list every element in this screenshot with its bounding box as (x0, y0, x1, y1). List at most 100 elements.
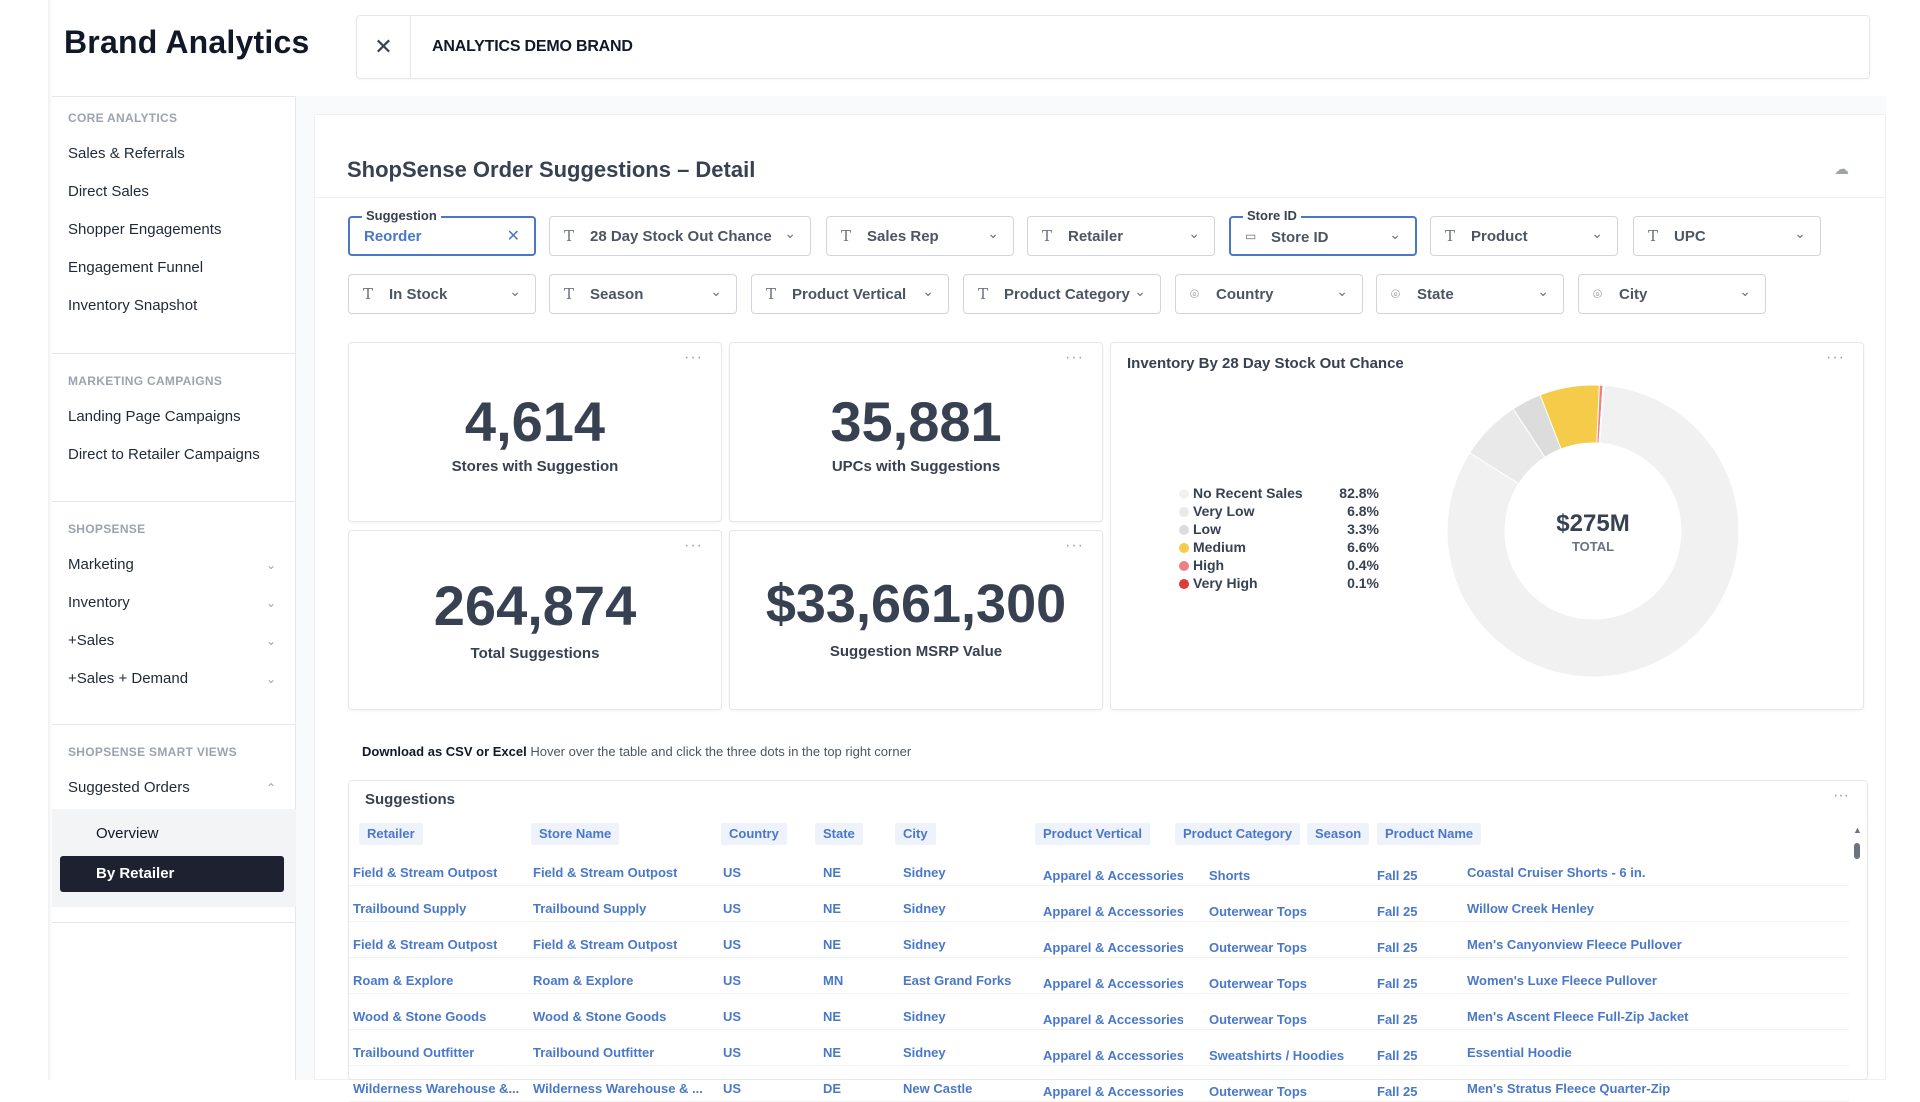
legend-item[interactable]: Low 3.3% (1179, 521, 1379, 539)
more-options-icon[interactable]: ··· (684, 349, 703, 366)
more-options-icon[interactable]: ··· (1065, 349, 1084, 366)
filter-state[interactable]: ⌾ State ⌄ (1376, 274, 1564, 314)
sidebar-item-suggested-orders[interactable]: Suggested Orders ⌃ (52, 769, 296, 807)
table-cell[interactable]: Outerwear Tops (1209, 1084, 1308, 1099)
legend-item[interactable]: Very Low 6.8% (1179, 503, 1379, 521)
column-header[interactable]: State (815, 823, 863, 845)
filter-suggestion[interactable]: Suggestion Reorder ✕ (348, 208, 536, 256)
more-options-icon[interactable]: ··· (1833, 787, 1849, 804)
filter-28-day-stock-out-chance[interactable]: T 28 Day Stock Out Chance ⌄ (549, 216, 811, 256)
table-cell[interactable]: Sidney (903, 901, 946, 916)
sidebar-item-engagement-funnel[interactable]: Engagement Funnel (68, 259, 204, 276)
filter-upc[interactable]: T UPC ⌄ (1633, 216, 1821, 256)
filter-season[interactable]: T Season ⌄ (549, 274, 737, 314)
table-cell[interactable]: Outerwear Tops (1209, 976, 1308, 991)
table-cell[interactable]: Fall 25 (1377, 868, 1418, 883)
close-icon[interactable]: ✕ (357, 16, 411, 78)
slice-no-recent-sales[interactable] (1446, 384, 1740, 678)
column-header[interactable]: Store Name (531, 823, 620, 845)
sidebar-item-inventory[interactable]: Inventory ⌄ (52, 584, 296, 622)
table-cell[interactable]: Sidney (903, 1009, 946, 1024)
chevron-down-icon[interactable]: ⌄ (265, 634, 276, 648)
filter-product-vertical[interactable]: T Product Vertical ⌄ (751, 274, 949, 314)
table-cell[interactable]: Women's Luxe Fleece Pullover (1467, 973, 1657, 988)
table-cell[interactable]: Fall 25 (1377, 976, 1418, 991)
selected-brand-name[interactable]: ANALYTICS DEMO BRAND (432, 38, 633, 55)
sidebar-item-landing-page-campaigns[interactable]: Landing Page Campaigns (68, 408, 241, 425)
table-cell[interactable]: Sidney (903, 937, 946, 952)
table-cell[interactable]: Trailbound Supply (533, 901, 647, 916)
column-header[interactable]: Product Category (1175, 823, 1301, 845)
brand-selector-bar[interactable]: ✕ ANALYTICS DEMO BRAND (356, 15, 1870, 79)
sidebar-item-sales-referrals[interactable]: Sales & Referrals (68, 145, 185, 162)
table-cell[interactable]: Trailbound Outfitter (353, 1045, 475, 1060)
filter-sales-rep[interactable]: T Sales Rep ⌄ (826, 216, 1014, 256)
column-header[interactable]: Product Vertical (1035, 823, 1150, 845)
table-cell[interactable]: Sweatshirts / Hoodies (1209, 1048, 1345, 1063)
legend-item[interactable]: High 0.4% (1179, 557, 1379, 575)
filter-in-stock[interactable]: T In Stock ⌄ (348, 274, 536, 314)
table-cell[interactable]: Roam & Explore (533, 973, 634, 988)
legend-item[interactable]: Medium 6.6% (1179, 539, 1379, 557)
more-options-icon[interactable]: ··· (1065, 537, 1084, 554)
table-cell[interactable]: Coastal Cruiser Shorts - 6 in. (1467, 865, 1646, 880)
table-cell[interactable]: US (723, 937, 742, 952)
table-cell[interactable]: Shorts (1209, 868, 1251, 883)
table-cell[interactable]: Men's Canyonview Fleece Pullover (1467, 937, 1682, 952)
table-cell[interactable]: East Grand Forks (903, 973, 1012, 988)
filter-country[interactable]: ⌾ Country ⌄ (1175, 274, 1363, 314)
table-cell[interactable]: Trailbound Supply (353, 901, 467, 916)
chevron-up-icon[interactable]: ⌃ (265, 781, 276, 795)
table-cell[interactable]: Apparel & Accessories (1043, 904, 1183, 919)
table-cell[interactable]: US (723, 1081, 742, 1096)
chevron-down-icon[interactable]: ⌄ (265, 596, 276, 610)
table-cell[interactable]: NE (823, 901, 842, 916)
table-cell[interactable]: Roam & Explore (353, 973, 454, 988)
clear-icon[interactable]: ✕ (506, 228, 520, 245)
table-cell[interactable]: Trailbound Outfitter (533, 1045, 655, 1060)
table-cell[interactable]: Fall 25 (1377, 1012, 1418, 1027)
table-cell[interactable]: US (723, 1009, 742, 1024)
slice-very-high[interactable] (1598, 384, 1605, 444)
table-cell[interactable]: US (723, 973, 742, 988)
table-cell[interactable]: DE (823, 1081, 842, 1096)
table-cell[interactable]: Fall 25 (1377, 1084, 1418, 1099)
table-cell[interactable]: Field & Stream Outpost (353, 865, 498, 880)
table-cell[interactable]: NE (823, 865, 842, 880)
table-cell[interactable]: Field & Stream Outpost (353, 937, 498, 952)
table-cell[interactable]: MN (823, 973, 844, 988)
sidebar-item-shopper-engagements[interactable]: Shopper Engagements (68, 221, 222, 238)
cloud-download-icon[interactable]: ☁ (1834, 161, 1849, 178)
table-cell[interactable]: Fall 25 (1377, 940, 1418, 955)
filter-product-category[interactable]: T Product Category ⌄ (963, 274, 1161, 314)
table-cell[interactable]: Apparel & Accessories (1043, 868, 1183, 883)
table-cell[interactable]: Apparel & Accessories (1043, 976, 1183, 991)
table-cell[interactable]: Apparel & Accessories (1043, 1048, 1183, 1063)
table-cell[interactable]: Essential Hoodie (1467, 1045, 1572, 1060)
table-cell[interactable]: New Castle (903, 1081, 973, 1096)
table-cell[interactable]: Men's Stratus Fleece Quarter-Zip (1467, 1081, 1671, 1096)
column-header[interactable]: City (895, 823, 936, 845)
table-cell[interactable]: Sidney (903, 865, 946, 880)
table-cell[interactable]: Fall 25 (1377, 904, 1418, 919)
column-header[interactable]: Season (1307, 823, 1370, 845)
table-cell[interactable]: Outerwear Tops (1209, 904, 1308, 919)
scrollbar-thumb[interactable] (1854, 843, 1860, 859)
table-cell[interactable]: Apparel & Accessories (1043, 940, 1183, 955)
sidebar-subitem-overview[interactable]: Overview (96, 825, 159, 842)
table-cell[interactable]: Sidney (903, 1045, 946, 1060)
table-cell[interactable]: US (723, 1045, 742, 1060)
column-header[interactable]: Country (721, 823, 787, 845)
legend-item[interactable]: No Recent Sales 82.8% (1179, 485, 1379, 503)
table-cell[interactable]: US (723, 865, 742, 880)
table-cell[interactable]: Fall 25 (1377, 1048, 1418, 1063)
sidebar-item-direct-sales[interactable]: Direct Sales (68, 183, 149, 200)
table-cell[interactable]: Willow Creek Henley (1467, 901, 1595, 916)
column-header[interactable]: Retailer (359, 823, 423, 845)
scroll-up-icon[interactable]: ▲ (1853, 825, 1862, 835)
scrollbar[interactable]: ▲ (1853, 825, 1862, 1075)
table-cell[interactable]: NE (823, 1045, 842, 1060)
sidebar-item-marketing[interactable]: Marketing ⌄ (52, 546, 296, 584)
more-options-icon[interactable]: ··· (684, 537, 703, 554)
table-cell[interactable]: NE (823, 937, 842, 952)
